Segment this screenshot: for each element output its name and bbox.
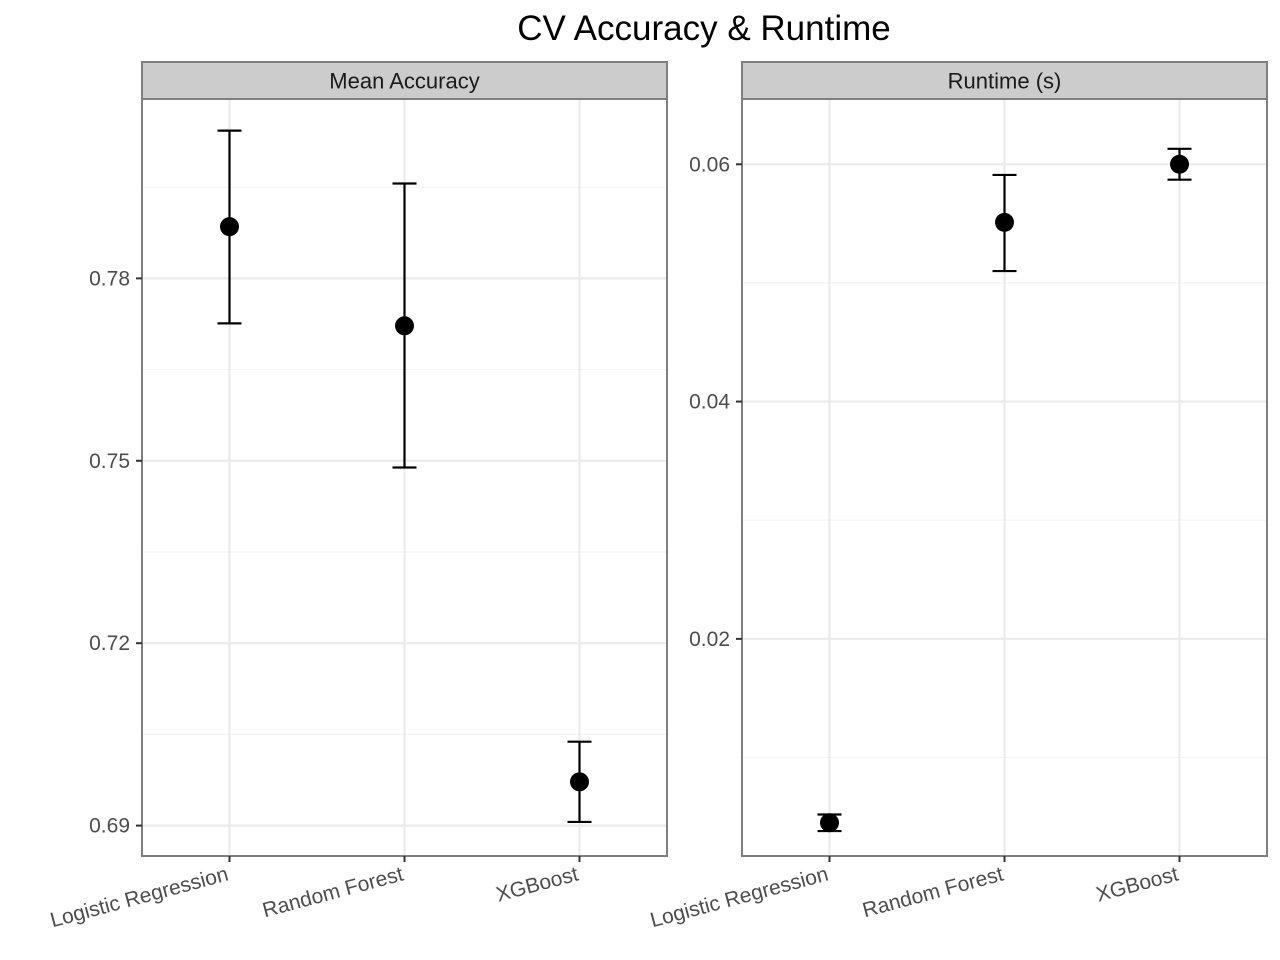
x-tick-label: Logistic Regression [648, 863, 831, 933]
y-tick-label: 0.78 [89, 267, 130, 290]
y-tick-label: 0.72 [89, 632, 130, 655]
x-tick-label: Logistic Regression [48, 863, 231, 933]
facet-panel-2: Runtime (s) 0.02 0.04 0.06 Logistic Regressi… [648, 61, 1268, 933]
facet-panels: Mean Accuracy 0.69 0.72 0.75 0.78 Logistic Re… [48, 61, 1268, 933]
y-tick-label: 0.75 [89, 450, 130, 473]
data-point [395, 316, 414, 336]
facet-strip [141, 61, 668, 100]
x-tick-label: XGBoost [1094, 863, 1181, 907]
facet-panel-1: Mean Accuracy 0.69 0.72 0.75 0.78 Logistic Re… [48, 61, 668, 933]
data-point [570, 772, 589, 792]
y-tick-label: 0.06 [689, 153, 730, 176]
chart-title: CV Accuracy & Runtime [517, 9, 890, 48]
data-point [220, 217, 239, 237]
y-tick-label: 0.04 [689, 391, 730, 414]
facet-strip-label: Runtime (s) [948, 69, 1062, 94]
facet-strip-label: Mean Accuracy [329, 69, 479, 94]
x-tick-label: Random Forest [860, 863, 1006, 923]
facet-strip [741, 61, 1268, 100]
data-point [820, 813, 839, 833]
data-point [995, 212, 1014, 232]
x-tick-label: XGBoost [494, 863, 581, 907]
y-tick-label: 0.69 [89, 815, 130, 838]
x-tick-label: Random Forest [260, 863, 406, 923]
data-point [1170, 154, 1189, 174]
y-tick-label: 0.02 [689, 628, 730, 651]
